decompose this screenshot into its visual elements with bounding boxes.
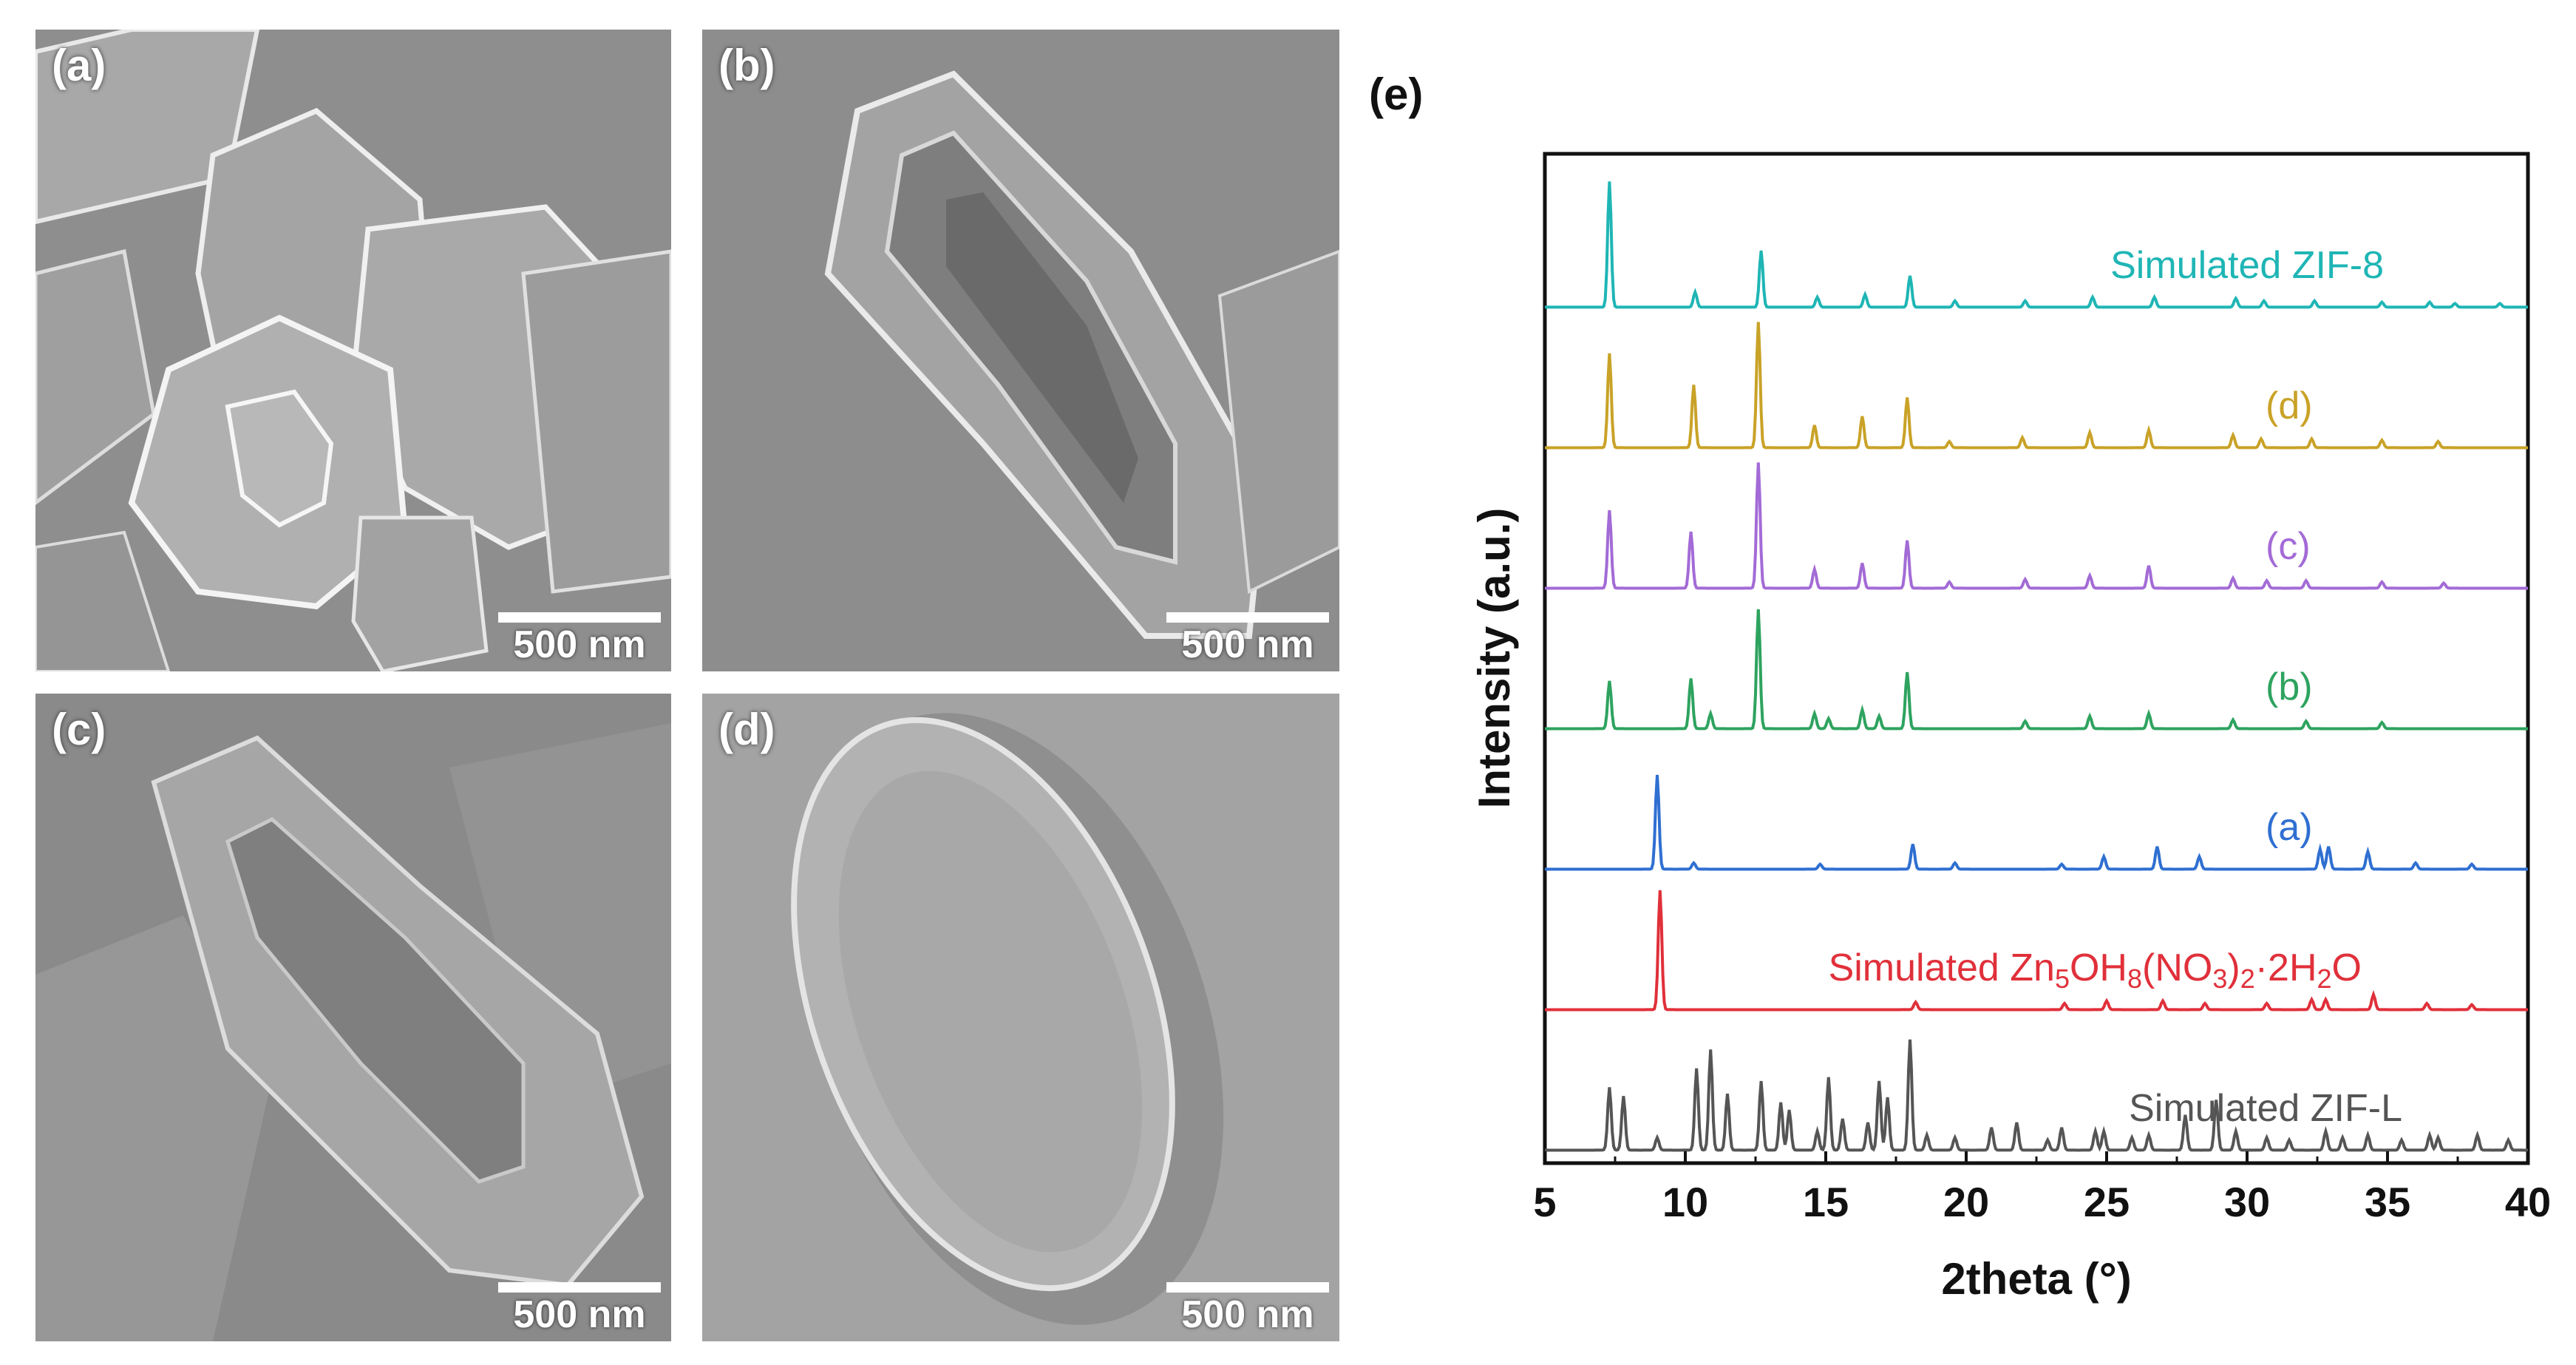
sem-image-a (35, 30, 671, 671)
sem-image-d (702, 694, 1339, 1341)
scale-bar-d: 500 nm (1166, 1282, 1329, 1334)
scale-bar-text-a: 500 nm (513, 623, 646, 666)
series-line-5 (1545, 890, 2528, 1012)
scale-bar-text-b: 500 nm (1181, 623, 1314, 666)
series-line-6 (1545, 1039, 2528, 1152)
series-line-3 (1545, 609, 2528, 731)
series-label-4: (a) (2266, 806, 2313, 849)
panel-label-d: (d) (718, 705, 775, 754)
series-line-1 (1545, 322, 2528, 450)
legend-layer: Simulated ZIF-8 (d) (c) (b) (a) Simulated Zn5… (1829, 244, 2402, 1130)
x-tick-label-1: 10 (1662, 1179, 1708, 1225)
panel-label-a: (a) (52, 41, 106, 90)
series-layer (1545, 181, 2528, 1152)
xrd-chart: (e) Simulated ZIF-8(d)(c)(b)(a)Simulated… (1369, 70, 2551, 1304)
scale-bar-a: 500 nm (498, 612, 661, 664)
x-tick-label-3: 20 (1943, 1179, 1989, 1225)
sem-panel-c: (c) 500 nm (35, 694, 671, 1341)
tick-layer: 5 10 15 20 25 30 35 40 (1533, 1151, 2551, 1225)
panel-label-c: (c) (52, 705, 106, 754)
series-line-0 (1545, 181, 2528, 309)
series-label-6: Simulated ZIF-L (2129, 1087, 2402, 1130)
x-tick-label-5: 30 (2224, 1179, 2270, 1225)
series-label-5: Simulated Zn5OH8(NO3)2·2H2O (1829, 946, 2362, 994)
sem-panel-b: (b) 500 nm (702, 30, 1339, 671)
scale-bar-b: 500 nm (1166, 612, 1329, 664)
series-line-2 (1545, 462, 2528, 590)
x-tick-label-6: 35 (2365, 1179, 2410, 1225)
x-tick-label-2: 15 (1803, 1179, 1849, 1225)
series-label-2: (c) (2266, 525, 2311, 568)
scale-bar-text-c: 500 nm (513, 1293, 646, 1336)
x-tick-label-0: 5 (1533, 1179, 1556, 1225)
y-axis-label: Intensity (a.u.) (1469, 508, 1519, 809)
series-label-3: (b) (2266, 665, 2313, 708)
x-tick-label-7: 40 (2505, 1179, 2551, 1225)
sem-image-c (35, 694, 671, 1341)
sem-panel-d: (d) 500 nm (702, 694, 1339, 1341)
panel-label-b: (b) (718, 41, 775, 90)
chart-panel-label: (e) (1369, 70, 1423, 119)
sem-panel-a: (a) 500 nm (35, 30, 671, 671)
scale-bar-text-d: 500 nm (1181, 1293, 1314, 1336)
sem-image-b (702, 30, 1339, 671)
scale-bar-c: 500 nm (498, 1282, 661, 1334)
x-tick-label-4: 25 (2084, 1179, 2130, 1225)
series-label-0: Simulated ZIF-8 (2110, 244, 2384, 287)
series-label-1: (d) (2266, 385, 2313, 427)
x-axis-label: 2theta (°) (1941, 1254, 2131, 1304)
series-line-4 (1545, 774, 2528, 871)
